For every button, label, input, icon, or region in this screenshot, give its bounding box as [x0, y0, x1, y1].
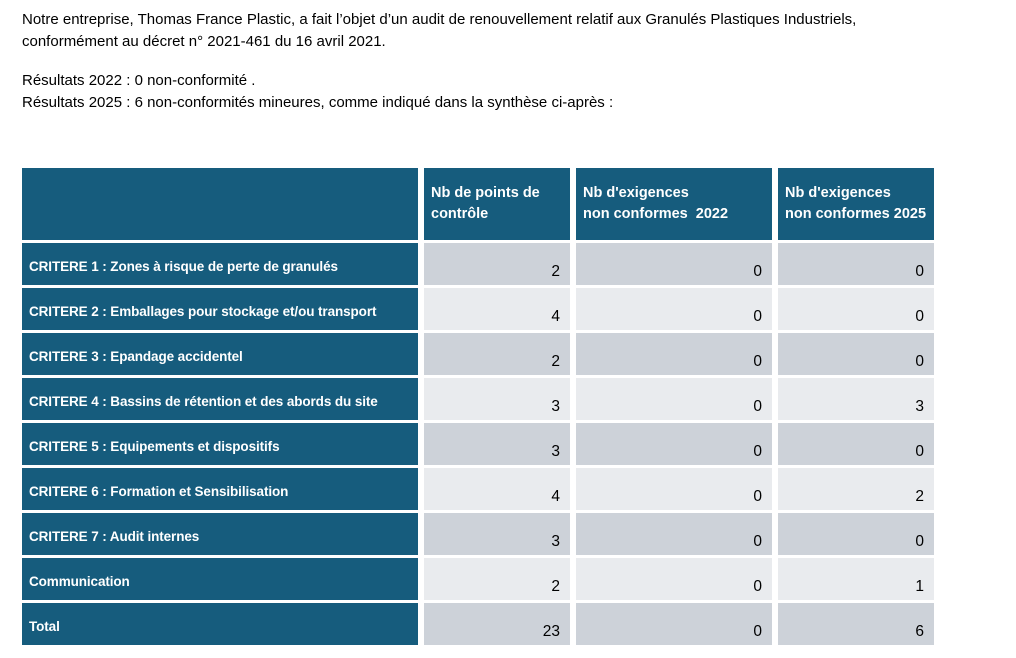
table-row: CRITERE 4 : Bassins de rétention et des … [22, 378, 934, 420]
row-value: 3 [778, 378, 934, 420]
row-label: Communication [22, 558, 418, 600]
row-value: 6 [778, 603, 934, 645]
row-value: 0 [576, 333, 772, 375]
row-value: 2 [424, 558, 570, 600]
row-label: CRITERE 6 : Formation et Sensibilisation [22, 468, 418, 510]
table-row: CRITERE 3 : Epandage accidentel 2 0 0 [22, 333, 934, 375]
header-points-de-controle: Nb de points de contrôle [424, 168, 570, 240]
row-value: 0 [576, 603, 772, 645]
row-value: 2 [424, 243, 570, 285]
audit-summary-table: Nb de points de contrôle Nb d'exigences … [16, 165, 940, 648]
table-header: Nb de points de contrôle Nb d'exigences … [22, 168, 934, 240]
row-value: 0 [778, 288, 934, 330]
row-label: CRITERE 4 : Bassins de rétention et des … [22, 378, 418, 420]
intro-paragraph: Notre entreprise, Thomas France Plastic,… [22, 11, 857, 50]
row-value: 0 [778, 243, 934, 285]
header-non-conformes-2022: Nb d'exigences non conformes 2022 [576, 168, 772, 240]
row-value: 0 [576, 468, 772, 510]
row-value: 0 [576, 288, 772, 330]
row-label: CRITERE 1 : Zones à risque de perte de g… [22, 243, 418, 285]
row-value: 0 [576, 558, 772, 600]
row-value: 0 [778, 423, 934, 465]
row-value: 3 [424, 513, 570, 555]
table-row: CRITERE 7 : Audit internes 3 0 0 [22, 513, 934, 555]
table-row: CRITERE 5 : Equipements et dispositifs 3 0… [22, 423, 934, 465]
table-body: CRITERE 1 : Zones à risque de perte de g… [22, 243, 934, 645]
row-value: 0 [576, 243, 772, 285]
intro-block: Notre entreprise, Thomas France Plastic,… [22, 9, 1016, 114]
table-row: CRITERE 2 : Emballages pour stockage et/… [22, 288, 934, 330]
row-value: 2 [778, 468, 934, 510]
row-label: Total [22, 603, 418, 645]
row-label: CRITERE 3 : Epandage accidentel [22, 333, 418, 375]
row-value: 2 [424, 333, 570, 375]
table-row: CRITERE 6 : Formation et Sensibilisation… [22, 468, 934, 510]
header-row: Nb de points de contrôle Nb d'exigences … [22, 168, 934, 240]
row-label: CRITERE 7 : Audit internes [22, 513, 418, 555]
row-value: 4 [424, 288, 570, 330]
row-value: 0 [778, 513, 934, 555]
results-2025-line: Résultats 2025 : 6 non-conformités mineu… [22, 94, 614, 111]
table-row: Total 23 0 6 [22, 603, 934, 645]
header-non-conformes-2025: Nb d'exigences non conformes 2025 [778, 168, 934, 240]
results-2022-line: Résultats 2022 : 0 non-conformité . [22, 72, 256, 89]
row-value: 3 [424, 378, 570, 420]
row-label: CRITERE 2 : Emballages pour stockage et/… [22, 288, 418, 330]
row-value: 0 [778, 333, 934, 375]
row-value: 4 [424, 468, 570, 510]
table-row: Communication 2 0 1 [22, 558, 934, 600]
row-value: 1 [778, 558, 934, 600]
row-value: 0 [576, 423, 772, 465]
row-value: 0 [576, 513, 772, 555]
row-value: 0 [576, 378, 772, 420]
row-value: 3 [424, 423, 570, 465]
table-row: CRITERE 1 : Zones à risque de perte de g… [22, 243, 934, 285]
row-label: CRITERE 5 : Equipements et dispositifs [22, 423, 418, 465]
row-value: 23 [424, 603, 570, 645]
header-corner-cell [22, 168, 418, 240]
